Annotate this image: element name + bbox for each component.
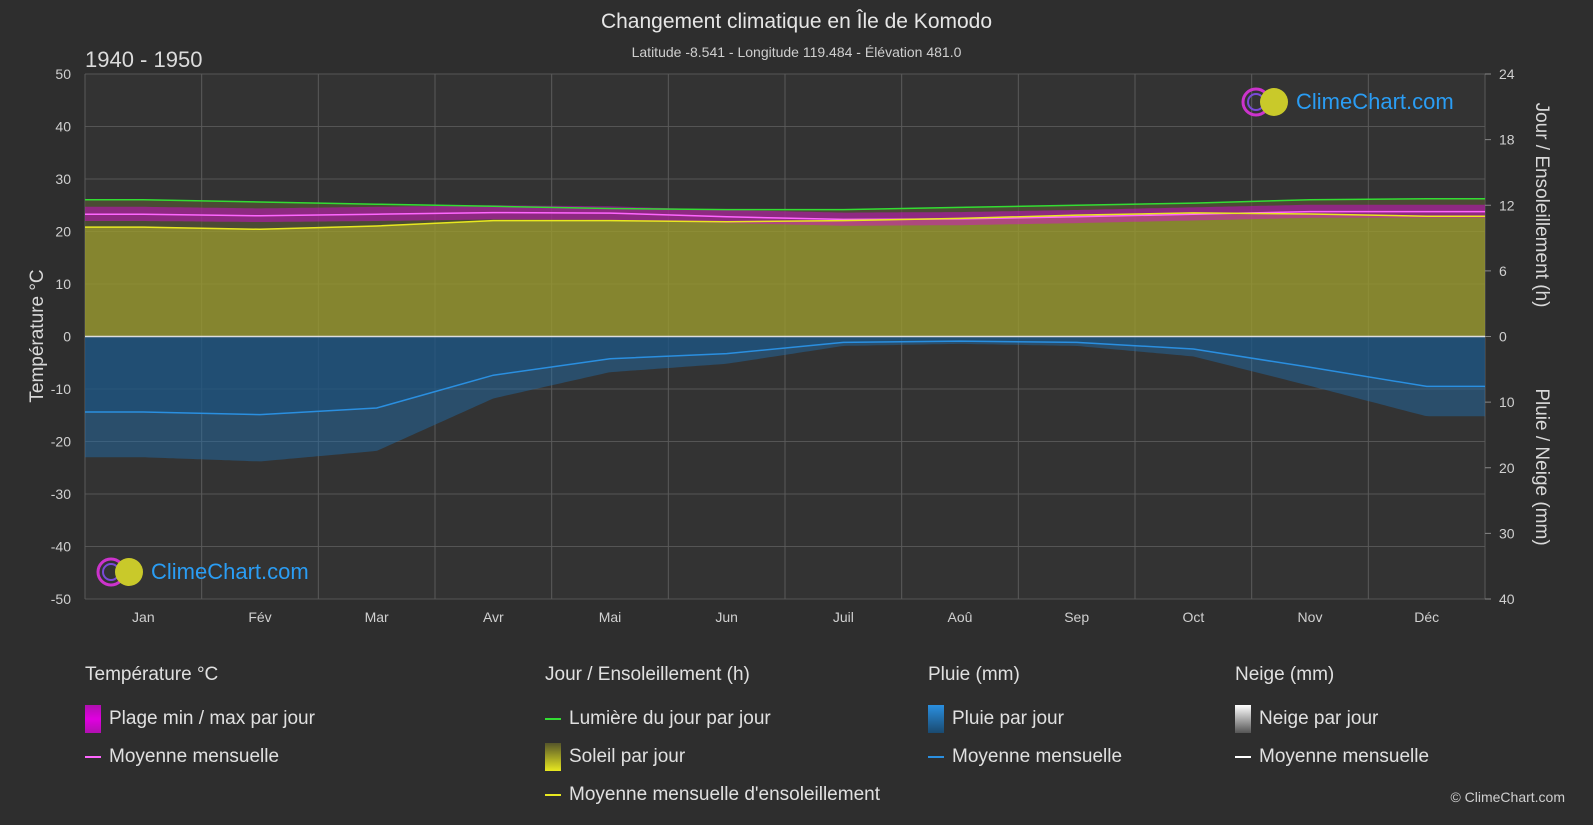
y-right-hours-tick-label: 18 (1499, 132, 1515, 148)
legend-title: Neige (mm) (1235, 664, 1335, 685)
y-left-tick-label: 40 (55, 119, 71, 135)
y-left-tick-label: -20 (51, 434, 71, 450)
sunshine-mean-line (85, 212, 1485, 231)
x-tick-label: Fév (248, 609, 271, 625)
y-left-tick-label: 50 (55, 66, 71, 82)
y-right-bottom-axis-title: Pluie / Neige (mm) (1531, 388, 1552, 545)
legend-label: Moyenne mensuelle (952, 746, 1123, 767)
line-swatch-icon (545, 718, 561, 720)
legend-item: Plage min / max par jour (85, 700, 315, 738)
legend-label: Soleil par jour (569, 746, 686, 767)
y-left-tick-label: -10 (51, 381, 71, 397)
legend-item: Soleil par jour (545, 738, 880, 776)
daylight-line (85, 197, 1485, 211)
sunshine-area (85, 212, 1485, 337)
logo-bottom[interactable]: ClimeChart.com (95, 556, 309, 588)
legend-label: Moyenne mensuelle (1259, 746, 1430, 767)
y-right-rain-tick-label: 40 (1499, 591, 1515, 607)
y-right-rain-tick-label: 20 (1499, 460, 1515, 476)
legend-rain: Pluie (mm) Pluie par jour Moyenne mensue… (928, 664, 1122, 776)
legend-title: Pluie (mm) (928, 664, 1020, 685)
x-tick-label: Oct (1182, 609, 1204, 625)
legend-item: Moyenne mensuelle (1235, 738, 1429, 776)
legend-item: Moyenne mensuelle (928, 738, 1122, 776)
legend-item: Pluie par jour (928, 700, 1122, 738)
y-right-rain-tick-label: 30 (1499, 525, 1515, 541)
y-right-hours-tick-label: 24 (1499, 66, 1515, 82)
y-left-tick-label: -40 (51, 539, 71, 555)
temperature-range-band (85, 204, 1485, 226)
chart-subtitle: Latitude -8.541 - Longitude 119.484 - Él… (631, 44, 962, 60)
chart-title: Changement climatique en Île de Komodo (600, 10, 993, 33)
y-left-tick-label: 0 (63, 329, 71, 345)
x-tick-label: Nov (1298, 609, 1323, 625)
legend-temperature: Température °C Plage min / max par jour … (85, 664, 315, 776)
temperature-mean-line (85, 210, 1485, 221)
y-left-tick-label: -30 (51, 486, 71, 502)
y-right-hours-tick-label: 6 (1499, 263, 1507, 279)
x-tick-label: Avr (483, 609, 504, 625)
x-tick-label: Déc (1414, 609, 1439, 625)
x-tick-label: Jun (715, 609, 738, 625)
y-left-axis-title: Température °C (27, 269, 48, 402)
rain-mean-line (85, 340, 1485, 416)
x-tick-label: Juil (833, 609, 854, 625)
y-right-hours-tick-label: 12 (1499, 197, 1515, 213)
logo-text: ClimeChart.com (151, 559, 309, 584)
x-tick-label: Mar (365, 609, 389, 625)
legend-item: Moyenne mensuelle (85, 738, 315, 776)
bar-swatch-icon (928, 705, 944, 733)
line-swatch-icon (545, 794, 561, 796)
y-left-tick-label: -50 (51, 591, 71, 607)
line-swatch-icon (928, 756, 944, 758)
logo-top[interactable]: ClimeChart.com (1240, 86, 1454, 118)
daylight-band (85, 198, 1485, 230)
legend-sunshine: Jour / Ensoleillement (h) Lumière du jou… (545, 664, 880, 814)
legend-label: Pluie par jour (952, 708, 1064, 729)
range-swatch-icon (85, 705, 101, 733)
x-tick-label: Jan (132, 609, 155, 625)
period-label: 1940 - 1950 (85, 47, 203, 72)
x-tick-label: Aoû (948, 609, 973, 625)
climechart-logo-icon (96, 557, 143, 587)
climechart-logo-icon (1241, 87, 1288, 117)
legend-label: Moyenne mensuelle (109, 746, 280, 767)
legend-item: Lumière du jour par jour (545, 700, 880, 738)
y-right-top-axis-title: Jour / Ensoleillement (h) (1531, 103, 1552, 308)
legend-label: Moyenne mensuelle d'ensoleillement (569, 784, 880, 805)
y-left-tick-label: 30 (55, 171, 71, 187)
legend-item: Moyenne mensuelle d'ensoleillement (545, 776, 880, 814)
x-tick-label: Sep (1064, 609, 1089, 625)
legend-title: Température °C (85, 664, 219, 685)
rain-area-core (85, 336, 1485, 415)
copyright: © ClimeChart.com (1450, 789, 1565, 805)
y-right-rain-tick-label: 10 (1499, 394, 1515, 410)
legend-label: Lumière du jour par jour (569, 708, 771, 729)
line-swatch-icon (1235, 756, 1251, 758)
bar-swatch-icon (545, 743, 561, 771)
legend-snow: Neige (mm) Neige par jour Moyenne mensue… (1235, 664, 1429, 776)
legend-label: Plage min / max par jour (109, 708, 315, 729)
y-right-hours-tick-label: 0 (1499, 329, 1507, 345)
legend-label: Neige par jour (1259, 708, 1379, 729)
line-swatch-icon (85, 756, 101, 758)
bar-swatch-icon (1235, 705, 1251, 733)
y-left-tick-label: 20 (55, 224, 71, 240)
legend-item: Neige par jour (1235, 700, 1429, 738)
y-left-tick-label: 10 (55, 276, 71, 292)
legend-title: Jour / Ensoleillement (h) (545, 664, 750, 685)
logo-text: ClimeChart.com (1296, 89, 1454, 114)
x-tick-label: Mai (599, 609, 622, 625)
